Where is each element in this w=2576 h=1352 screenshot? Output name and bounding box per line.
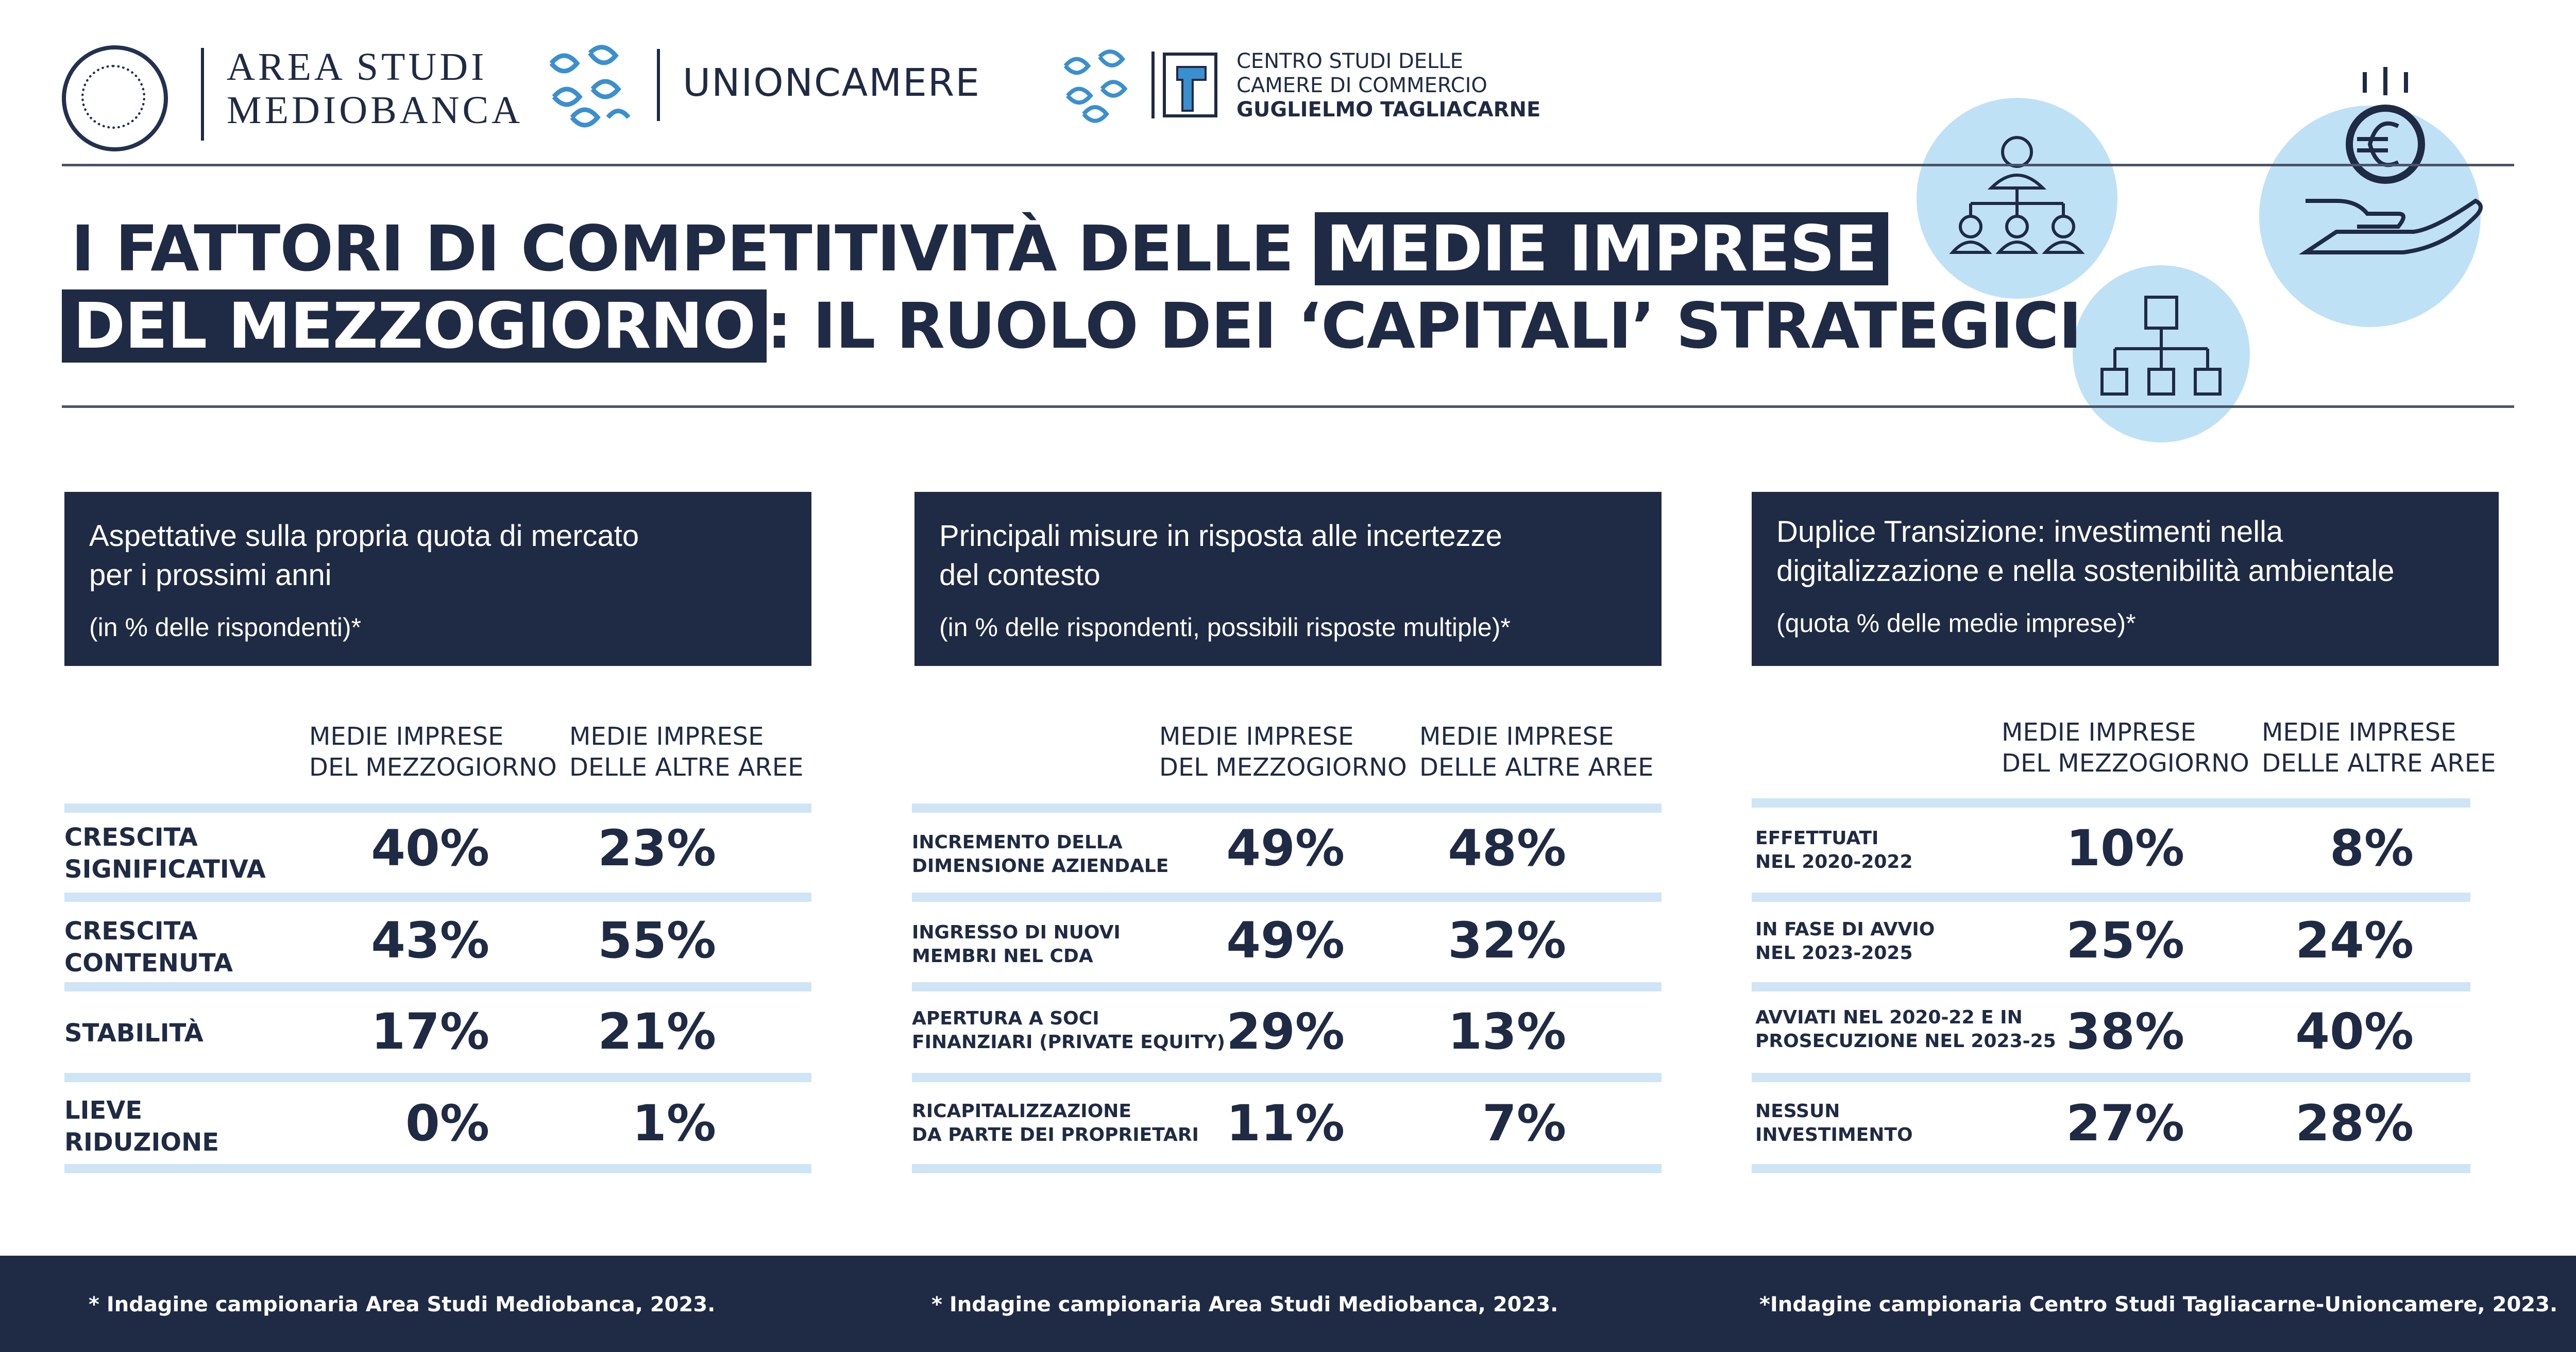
- header-rule-top: [62, 164, 2514, 166]
- row-label: INCREMENTO DELLA DIMENSIONE AZIENDALE: [912, 832, 1169, 877]
- row-label: NESSUN INVESTIMENTO: [1755, 1101, 1913, 1145]
- column-header-altre-aree: MEDIE IMPRESE DELLE ALTRE AREE: [2262, 718, 2496, 778]
- page-title-line2: DEL MEZZOGIORNO: IL RUOLO DEI ‘CAPITALI’…: [62, 287, 2082, 365]
- header-rule-bottom: [62, 405, 2514, 408]
- value-altre-aree: 1%: [632, 1094, 716, 1152]
- tagliacarne-logo-icon: [1063, 49, 1128, 123]
- euro-hand-icon: [2259, 67, 2483, 327]
- column-header-mezzogiorno: MEDIE IMPRESE DEL MEZZOGIORNO: [1159, 722, 1407, 782]
- value-mezzogiorno: 40%: [371, 819, 489, 877]
- value-altre-aree: 28%: [2295, 1094, 2414, 1152]
- value-mezzogiorno: 43%: [371, 912, 489, 969]
- value-altre-aree: 23%: [598, 819, 716, 877]
- title-plain-2: : IL RUOLO DEI ‘CAPITALI’ STRATEGICI: [767, 289, 2082, 363]
- panel-header: Duplice Transizione: investimenti nella …: [1752, 492, 2499, 666]
- value-altre-aree: 7%: [1482, 1094, 1566, 1152]
- value-altre-aree: 24%: [2295, 912, 2414, 969]
- logo-tagliacarne-line1: CENTRO STUDI DELLE: [1236, 49, 1463, 73]
- panel-title-line1: Principali misure in risposta alle incer…: [939, 519, 1502, 553]
- panel-title-line2: digitalizzazione e nella sostenibilità a…: [1776, 554, 2395, 588]
- panel-title-line2: del contesto: [939, 558, 1100, 592]
- value-mezzogiorno: 17%: [371, 1003, 489, 1060]
- org-people-icon: [1917, 98, 2117, 299]
- unioncamere-logo-icon: [549, 45, 631, 128]
- row-label: STABILITÀ: [64, 1019, 204, 1048]
- panel-subtitle: (in % delle rispondenti)*: [89, 613, 362, 642]
- title-highlight-2: DEL MEZZOGIORNO: [62, 289, 767, 363]
- logo-unioncamere: UNIONCAMERE: [683, 61, 981, 105]
- logo-tagliacarne-line2: CAMERE DI COMMERCIO: [1236, 74, 1487, 97]
- panel-subtitle: (quota % delle medie imprese)*: [1776, 609, 2136, 638]
- value-altre-aree: 55%: [598, 912, 716, 969]
- row-label: RICAPITALIZZAZIONE DA PARTE DEI PROPRIETA…: [912, 1101, 1199, 1145]
- panel-market-share: Aspettative sulla propria quota di merca…: [62, 492, 814, 1182]
- footnote-3: *Indagine campionaria Centro Studi Tagli…: [1759, 1293, 2558, 1316]
- tagliacarne-emblem-icon: [1163, 53, 1217, 117]
- mediobanca-seal-icon: [62, 45, 168, 151]
- value-altre-aree: 40%: [2295, 1003, 2414, 1060]
- org-chart-icon: [2073, 265, 2250, 442]
- footnote-1: * Indagine campionaria Area Studi Mediob…: [89, 1293, 716, 1316]
- logo-area-studi-mediobanca: AREA STUDI MEDIOBANCA: [62, 45, 520, 151]
- row-label: APERTURA A SOCI FINANZIARI (PRIVATE EQUIT…: [912, 1008, 1226, 1053]
- value-mezzogiorno: 38%: [2066, 1003, 2184, 1060]
- panel-title-line1: Duplice Transizione: investimenti nella: [1776, 515, 2283, 549]
- value-mezzogiorno: 27%: [2066, 1094, 2184, 1152]
- column-header-mezzogiorno: MEDIE IMPRESE DEL MEZZOGIORNO: [2002, 718, 2249, 778]
- value-mezzogiorno: 11%: [1226, 1094, 1345, 1152]
- title-highlight-1: MEDIE IMPRESE: [1315, 212, 1888, 285]
- panel-title-line2: per i prossimi anni: [89, 558, 332, 592]
- logo-tagliacarne-line3: GUGLIELMO TAGLIACARNE: [1236, 98, 1541, 122]
- page-title-line1: I FATTORI DI COMPETITIVITÀ DELLE MEDIE I…: [71, 210, 1888, 287]
- row-label: CRESCITA CONTENUTA: [64, 917, 233, 978]
- value-mezzogiorno: 49%: [1226, 912, 1345, 969]
- row-label: IN FASE DI AVVIO NEL 2023-2025: [1755, 919, 1935, 964]
- panel-dual-transition: Duplice Transizione: investimenti nella …: [1749, 492, 2506, 1182]
- footer-bar: * Indagine campionaria Area Studi Mediob…: [0, 1256, 2576, 1352]
- panel-uncertainty-measures: Principali misure in risposta alle incer…: [912, 492, 1664, 1182]
- logo-area-studi-line2: MEDIOBANCA: [227, 89, 523, 132]
- column-header-mezzogiorno: MEDIE IMPRESE DEL MEZZOGIORNO: [309, 722, 557, 782]
- column-header-altre-aree: MEDIE IMPRESE DELLE ALTRE AREE: [1419, 722, 1654, 782]
- value-altre-aree: 48%: [1448, 819, 1566, 877]
- value-mezzogiorno: 25%: [2066, 912, 2184, 969]
- value-mezzogiorno: 0%: [405, 1094, 489, 1152]
- panel-subtitle: (in % delle rispondenti, possibili rispo…: [939, 613, 1511, 642]
- value-mezzogiorno: 10%: [2066, 819, 2184, 877]
- value-mezzogiorno: 29%: [1226, 1003, 1345, 1060]
- value-mezzogiorno: 49%: [1226, 819, 1345, 877]
- panel-title-line1: Aspettative sulla propria quota di merca…: [89, 519, 639, 553]
- row-label: LIEVE RIDUZIONE: [64, 1096, 219, 1157]
- footnote-2: * Indagine campionaria Area Studi Mediob…: [931, 1293, 1558, 1316]
- column-header-altre-aree: MEDIE IMPRESE DELLE ALTRE AREE: [569, 722, 804, 782]
- row-label: CRESCITA SIGNIFICATIVA: [64, 823, 266, 884]
- logo-area-studi-line1: AREA STUDI: [227, 45, 487, 89]
- panel-header: Principali misure in risposta alle incer…: [914, 492, 1662, 666]
- value-altre-aree: 21%: [598, 1003, 716, 1060]
- row-label: EFFETTUATI NEL 2020-2022: [1755, 828, 1913, 872]
- value-altre-aree: 13%: [1448, 1003, 1566, 1060]
- panel-header: Aspettative sulla propria quota di merca…: [64, 492, 811, 666]
- value-altre-aree: 8%: [2330, 819, 2414, 877]
- title-plain-1: I FATTORI DI COMPETITIVITÀ DELLE: [71, 212, 1315, 285]
- row-label: AVVIATI NEL 2020-22 E IN PROSECUZIONE NEL…: [1755, 1007, 2056, 1052]
- value-altre-aree: 32%: [1448, 912, 1566, 969]
- row-label: INGRESSO DI NUOVI MEMBRI NEL CDA: [912, 922, 1121, 967]
